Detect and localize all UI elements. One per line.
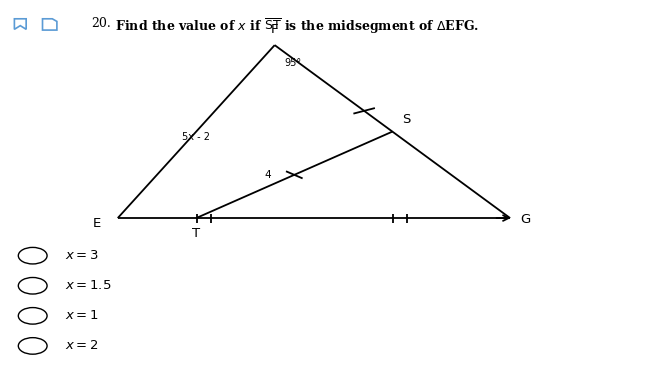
- Text: F: F: [271, 23, 279, 36]
- Text: 20.: 20.: [92, 17, 111, 30]
- Text: 95°: 95°: [284, 58, 301, 68]
- Text: 4: 4: [265, 170, 271, 180]
- Text: G: G: [520, 214, 530, 226]
- Text: $x = 3$: $x = 3$: [65, 249, 99, 262]
- Text: $x = 2$: $x = 2$: [65, 340, 99, 352]
- Text: T: T: [192, 227, 200, 241]
- Text: Find the value of $x$ if $\overline{\mathrm{ST}}$ is the midsegment of $\Delta$E: Find the value of $x$ if $\overline{\mat…: [111, 17, 479, 36]
- Text: E: E: [93, 217, 101, 230]
- Text: 5x - 2: 5x - 2: [182, 132, 210, 142]
- Text: S: S: [402, 113, 411, 126]
- Text: $x = 1$: $x = 1$: [65, 309, 99, 322]
- Text: $x = 1.5$: $x = 1.5$: [65, 279, 112, 292]
